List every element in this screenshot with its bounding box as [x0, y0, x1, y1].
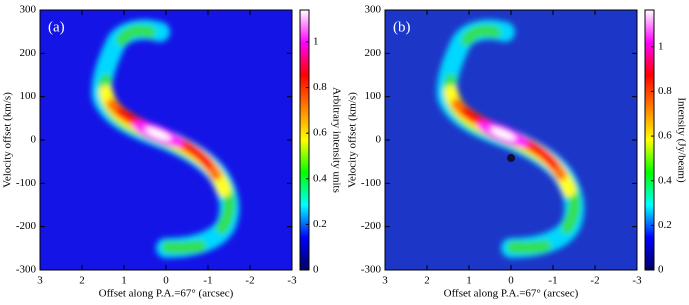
x-tick-label: -3 [632, 275, 642, 287]
y-tick-label: -100 [361, 177, 382, 189]
x-tick-label: -3 [287, 275, 297, 287]
colorbar [299, 9, 310, 271]
y-axis-label: Velocity offset (km/s) [347, 92, 359, 188]
colorbar-tick-label: 1 [658, 40, 664, 52]
emission-map [447, 30, 575, 248]
y-tick-label: 0 [376, 134, 382, 146]
x-axis-label: Offset along P.A.=67° (arcsec) [444, 288, 579, 300]
colorbar-tick-label: 0.2 [658, 219, 672, 231]
y-tick-label: -300 [16, 264, 37, 276]
x-tick-label: 1 [121, 275, 127, 287]
dark-spot [507, 154, 515, 162]
y-tick-label: 200 [365, 47, 382, 59]
x-tick-label: -2 [590, 275, 599, 287]
x-tick-label: 0 [508, 275, 514, 287]
y-tick-label: 0 [31, 134, 37, 146]
y-tick-label: 100 [20, 90, 37, 102]
colorbar-tick-label: 0.4 [658, 174, 672, 186]
x-tick-label: 3 [37, 275, 43, 287]
colorbar-tick-label: 0.4 [313, 172, 327, 184]
panel-label: (a) [48, 19, 65, 35]
x-tick-label: -1 [203, 275, 212, 287]
colorbar-label: Intensity (Jy/beam) [675, 97, 687, 183]
y-tick-label: 300 [365, 4, 382, 16]
x-tick-label: 2 [424, 275, 430, 287]
y-tick-label: 200 [20, 47, 37, 59]
y-tick-label: -300 [361, 264, 382, 276]
x-tick-label: -2 [245, 275, 254, 287]
colorbar-tick-label: 0 [658, 264, 664, 276]
y-tick-label: 100 [365, 90, 382, 102]
x-tick-label: 0 [163, 275, 169, 287]
colorbar [644, 9, 655, 271]
colorbar-label: Arbitrary intensity units [330, 87, 342, 193]
x-axis-label: Offset along P.A.=67° (arcsec) [99, 288, 234, 300]
y-tick-label: -200 [16, 220, 37, 232]
colorbar-tick-label: 0.8 [658, 85, 672, 97]
colorbar-tick-label: 0 [313, 264, 319, 276]
y-tick-label: -100 [16, 177, 37, 189]
x-tick-label: 1 [466, 275, 472, 287]
colorbar-tick-label: 0.6 [658, 130, 672, 142]
y-axis-label: Velocity offset (km/s) [2, 92, 14, 188]
colorbar-tick-label: 1 [313, 35, 319, 47]
colorbar-tick-label: 0.8 [313, 81, 327, 93]
colorbar-tick-label: 0.6 [313, 127, 327, 139]
panel-label: (b) [393, 19, 411, 35]
x-tick-label: 2 [79, 275, 85, 287]
x-tick-label: -1 [548, 275, 557, 287]
y-tick-label: 300 [20, 4, 37, 16]
colorbar-tick-label: 0.2 [313, 218, 327, 230]
x-tick-label: 3 [382, 275, 388, 287]
y-tick-label: -200 [361, 220, 382, 232]
panels: (a)3 2 1 0 -1 -2 -3-300-200-1000100200300Offse… [2, 4, 688, 300]
